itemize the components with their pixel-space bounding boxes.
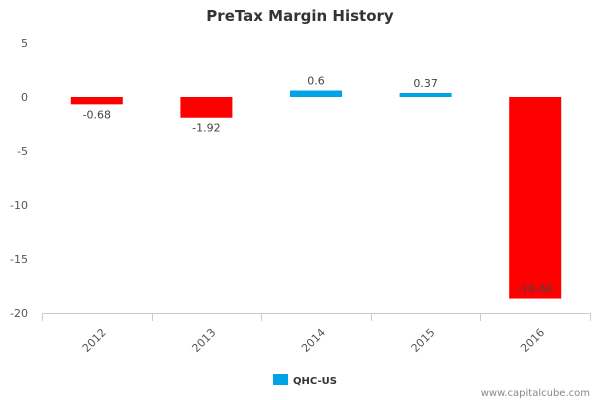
y-tick-label: -5 [17, 145, 28, 158]
y-axis: 5 0 -5 -10 -15 -20 [10, 37, 28, 320]
bar-2013[interactable] [180, 97, 233, 118]
legend-label[interactable]: QHC-US [293, 376, 337, 387]
bar-series [70, 90, 562, 299]
bar-2014[interactable] [290, 90, 342, 97]
data-label-2012: -0.68 [83, 108, 111, 121]
legend-swatch[interactable] [273, 374, 288, 385]
y-tick-label: -15 [10, 253, 28, 266]
legend[interactable]: QHC-US [273, 374, 337, 387]
watermark: www.capitalcube.com [481, 388, 590, 399]
x-tick-label: 2013 [189, 326, 218, 355]
bar-2012[interactable] [70, 97, 123, 105]
y-tick-label: 5 [21, 37, 28, 50]
x-axis: 2012 2013 2014 2015 2016 [42, 313, 591, 355]
x-tick-label: 2016 [518, 326, 547, 355]
y-tick-label: 0 [21, 91, 28, 104]
data-label-2014: 0.6 [307, 75, 325, 88]
bar-2015[interactable] [399, 93, 452, 97]
y-tick-label: -20 [10, 307, 28, 320]
data-label-2016: -18.66 [517, 283, 552, 296]
x-tick-label: 2015 [409, 326, 438, 355]
data-label-2013: -1.92 [192, 122, 220, 135]
bar-2016[interactable] [509, 97, 562, 299]
x-tick-label: 2012 [80, 326, 109, 355]
chart-title: PreTax Margin History [206, 7, 394, 25]
data-label-2015: 0.37 [413, 77, 438, 90]
x-tick-label: 2014 [299, 326, 328, 355]
data-labels: -0.68 -1.92 0.6 0.37 -18.66 [83, 75, 553, 296]
y-tick-label: -10 [10, 199, 28, 212]
